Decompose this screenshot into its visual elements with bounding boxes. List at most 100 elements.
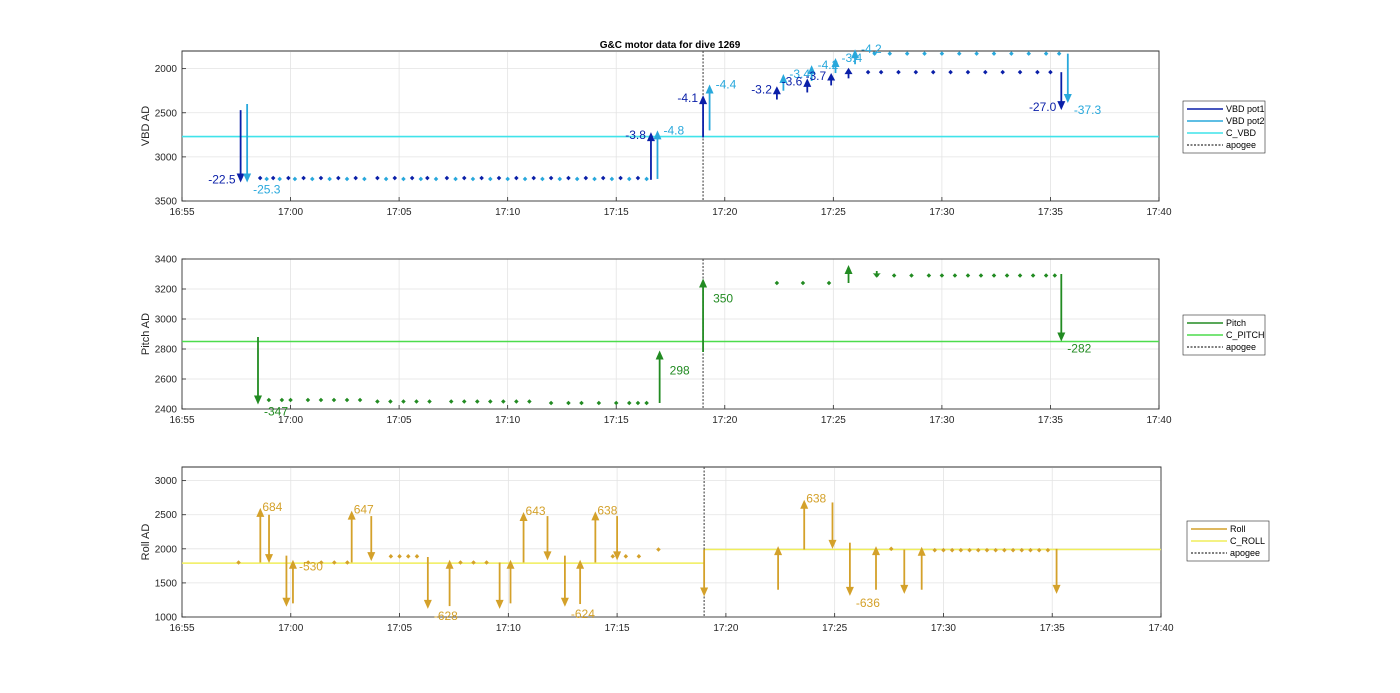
move-arrow-head <box>845 586 854 596</box>
x-tick-label: 17:10 <box>496 623 521 634</box>
data-point <box>1002 547 1007 553</box>
move-annotation: -37.3 <box>1074 103 1102 117</box>
move-arrow-head <box>772 86 781 95</box>
x-tick-label: 17:40 <box>1146 207 1171 218</box>
move-annotation: -4.2 <box>818 58 839 72</box>
move-arrow-head <box>872 273 881 277</box>
move-arrow-head <box>253 395 262 405</box>
x-tick-label: 17:40 <box>1146 415 1171 426</box>
legend-entry: apogee <box>1226 140 1256 150</box>
plot-area <box>181 466 1162 618</box>
chart-panel-1: 16:55 17:00 17:05 17:10 17:15 17:20 17:25 17:30… <box>140 42 1266 218</box>
plot-frame <box>181 258 1160 410</box>
data-point <box>926 273 932 278</box>
data-point <box>397 554 402 559</box>
data-point <box>496 175 502 181</box>
move-annotation: 350 <box>713 292 733 306</box>
legend-entry: C_ROLL <box>1230 536 1265 546</box>
data-point <box>949 547 955 553</box>
x-tick-label: 17:35 <box>1038 415 1063 426</box>
data-point <box>362 176 367 182</box>
move-annotation: 298 <box>670 364 690 378</box>
data-point <box>514 399 519 404</box>
data-point <box>656 547 661 552</box>
move-arrow-head <box>243 173 252 183</box>
chart-panel-2: 16:55 17:00 17:05 17:10 17:15 17:20 17:25 17:30… <box>140 255 1266 426</box>
data-point <box>1043 273 1049 278</box>
data-point <box>1028 547 1033 553</box>
move-annotation: -25.3 <box>253 182 281 196</box>
move-arrow-head <box>1057 332 1066 342</box>
data-point <box>305 397 311 403</box>
data-point <box>388 399 393 404</box>
move-arrow-head <box>560 597 569 607</box>
move-arrow-head <box>779 73 788 83</box>
move-annotation: -4.2 <box>861 42 882 56</box>
data-point <box>505 176 510 182</box>
data-point <box>1035 69 1040 75</box>
y-tick-label: 2500 <box>155 108 178 119</box>
move-annotation: -22.5 <box>208 172 236 186</box>
move-arrow-head <box>519 512 528 521</box>
data-point <box>548 400 554 406</box>
move-arrow-head <box>288 559 297 569</box>
data-point <box>1010 547 1016 553</box>
data-point <box>501 399 506 404</box>
data-point <box>414 399 419 404</box>
move-arrow-head <box>591 511 600 521</box>
move-arrow-head <box>774 546 783 556</box>
move-annotation: -624 <box>571 607 595 621</box>
move-arrow-head <box>705 84 714 94</box>
data-point <box>579 400 584 406</box>
legend-entry: VBD pot2 <box>1226 116 1265 126</box>
data-point <box>425 175 430 181</box>
y-tick-label: 2000 <box>155 544 178 555</box>
move-annotation: -3.7 <box>805 69 826 83</box>
data-point <box>1030 273 1036 278</box>
data-point <box>958 547 964 553</box>
move-annotation: 638 <box>597 503 617 517</box>
move-annotation: 647 <box>354 503 374 517</box>
y-tick-label: 3000 <box>155 152 178 163</box>
y-axis-label: Pitch AD <box>140 313 152 355</box>
data-point <box>1048 69 1053 75</box>
x-tick-label: 17:10 <box>495 207 520 218</box>
data-point <box>405 554 411 559</box>
data-point <box>636 554 642 559</box>
x-tick-label: 16:55 <box>169 207 194 218</box>
data-point <box>774 280 780 286</box>
move-annotation: -282 <box>1067 342 1091 356</box>
move-annotation: -4.4 <box>716 78 737 92</box>
data-point <box>1045 547 1051 553</box>
data-point <box>644 400 649 406</box>
data-point <box>1004 273 1010 278</box>
x-tick-label: 17:25 <box>821 415 846 426</box>
data-point <box>433 176 439 182</box>
move-arrow-head <box>844 265 853 274</box>
y-tick-label: 3500 <box>155 197 178 208</box>
x-tick-label: 17:20 <box>712 415 737 426</box>
x-tick-label: 17:00 <box>278 623 303 634</box>
plot-frame <box>181 50 1160 202</box>
panels: 16:55 17:00 17:05 17:10 17:15 17:20 17:25 17:30… <box>140 42 1270 634</box>
move-arrow-head <box>367 552 376 562</box>
move-annotation: -530 <box>299 560 323 574</box>
data-point <box>266 397 272 403</box>
move-arrow-head <box>807 65 816 75</box>
move-arrow-head <box>236 173 245 183</box>
move-arrow-head <box>917 546 926 556</box>
move-arrow-head <box>872 546 881 556</box>
move-annotation: -347 <box>264 405 288 419</box>
data-point <box>357 397 363 403</box>
data-point <box>596 400 602 406</box>
move-annotation: -3.2 <box>751 82 772 96</box>
data-point <box>375 399 380 404</box>
x-tick-label: 17:40 <box>1148 623 1173 634</box>
x-tick-label: 17:00 <box>278 415 303 426</box>
move-arrow-head <box>900 584 909 594</box>
move-arrow-head <box>423 599 432 609</box>
y-tick-label: 3000 <box>155 476 178 487</box>
data-point <box>1026 51 1031 56</box>
